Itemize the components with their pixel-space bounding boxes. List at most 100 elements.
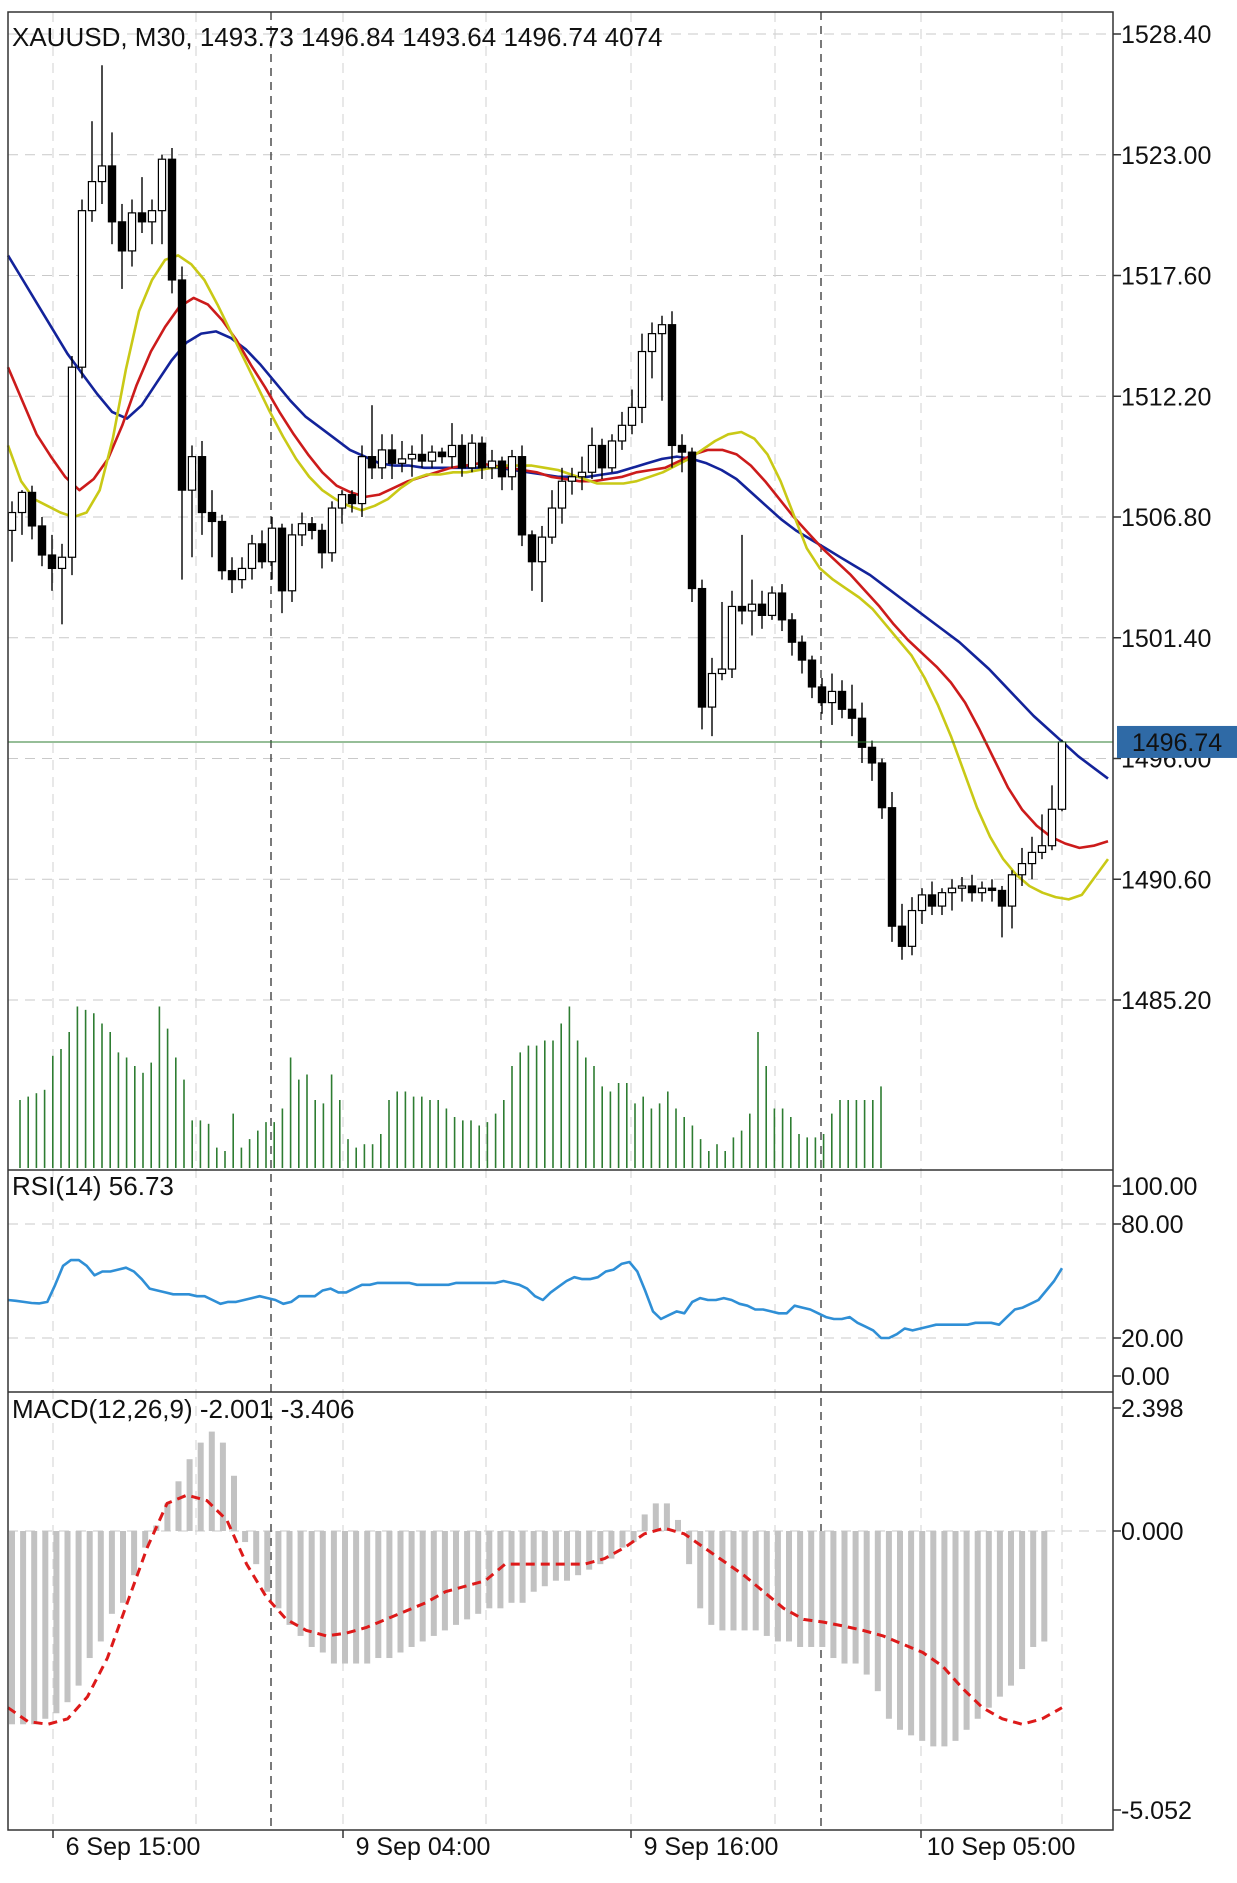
macd-histogram-bar (530, 1531, 537, 1592)
macd-histogram-bar (408, 1531, 415, 1647)
time-tick-label: 9 Sep 16:00 (644, 1833, 779, 1861)
candle-body (957, 885, 967, 889)
macd-histogram-bar (386, 1531, 393, 1659)
macd-histogram-bar (874, 1531, 881, 1692)
macd-histogram-bar (641, 1514, 648, 1531)
macd-histogram-bar (253, 1531, 260, 1565)
macd-histogram-bar (108, 1531, 115, 1614)
macd-histogram-bar (20, 1531, 27, 1725)
candle-body (617, 424, 627, 442)
macd-histogram-bar (319, 1531, 326, 1653)
macd-histogram-bar (219, 1442, 226, 1531)
price-tick-label: 1523.00 (1121, 142, 1211, 170)
macd-histogram-bar (330, 1531, 337, 1664)
candle-body (367, 456, 377, 469)
macd-histogram-bar (985, 1531, 992, 1708)
candle-body (447, 444, 457, 458)
macd-histogram-bar (852, 1531, 859, 1664)
candle-body (277, 527, 287, 592)
candle-body (777, 592, 787, 621)
candle-body (1017, 862, 1027, 876)
candle-body (207, 511, 217, 523)
candle-body (837, 690, 847, 710)
candle-body (297, 523, 307, 536)
macd-histogram-bar (697, 1531, 704, 1609)
macd-histogram-bar (430, 1531, 437, 1636)
rsi-panel-title: RSI(14) 56.73 (12, 1171, 174, 1201)
volume-bars (19, 1006, 882, 1168)
candle-body (127, 212, 137, 252)
candle-body (647, 333, 657, 353)
candle-body (227, 570, 237, 581)
candle-body (397, 458, 407, 464)
current-price-label: 1496.74 (1132, 729, 1222, 757)
macd-histogram-bar (564, 1531, 570, 1581)
candle-body (687, 451, 697, 590)
macd-histogram-bar (908, 1531, 915, 1736)
candle-body (97, 165, 107, 183)
macd-histogram-bar (541, 1531, 548, 1587)
macd-histogram-bar (175, 1481, 182, 1531)
macd-histogram-bar (552, 1531, 559, 1581)
candle-body (7, 511, 17, 532)
candle-body (197, 456, 207, 514)
macd-histogram-bar (730, 1531, 737, 1631)
candle-body (347, 494, 357, 505)
candle-body (797, 641, 807, 661)
candle-body (587, 444, 597, 473)
candle-body (457, 444, 467, 469)
candle-body (717, 668, 727, 675)
macd-histogram-bar (608, 1531, 615, 1559)
rsi-tick-label: 80.00 (1121, 1211, 1184, 1239)
candle-body (247, 543, 257, 570)
macd-histogram-bar (419, 1531, 426, 1642)
candle-body (897, 925, 907, 947)
macd-histogram-bar (508, 1531, 515, 1603)
macd-histogram-bar (575, 1531, 582, 1576)
rsi-tick-label: 100.00 (1121, 1173, 1197, 1201)
candle-body (487, 460, 497, 469)
candlesticks (7, 65, 1067, 960)
candle-body (807, 659, 817, 688)
candle-body (67, 366, 77, 558)
macd-histogram-bar (31, 1531, 38, 1725)
ma-medium-line (6, 296, 1109, 850)
price-tick-label: 1517.60 (1121, 263, 1211, 291)
macd-histogram-bar (275, 1531, 282, 1609)
panel-frames (7, 11, 1114, 1831)
candle-body (767, 592, 777, 616)
candle-body (77, 210, 87, 368)
macd-histogram-bar (164, 1503, 171, 1531)
candle-body (137, 212, 147, 223)
price-tick-label: 1506.80 (1121, 504, 1211, 532)
price-tick-label: 1512.20 (1121, 383, 1211, 411)
candle-body (1057, 741, 1067, 810)
candle-body (317, 529, 327, 554)
macd-histogram-bar (231, 1475, 237, 1531)
macd-histogram-bar (142, 1531, 149, 1548)
candle-body (677, 444, 687, 453)
macd-histogram-bar (597, 1531, 604, 1565)
candle-body (847, 708, 857, 719)
candle-body (567, 476, 577, 482)
macd-histogram-bar (830, 1531, 837, 1659)
candle-body (327, 507, 337, 554)
candle-body (827, 690, 837, 704)
candle-body (467, 442, 477, 469)
candle-body (877, 762, 887, 809)
macd-histogram-bar (453, 1531, 459, 1625)
macd-histogram-bar (186, 1459, 193, 1531)
macd-histogram-bar (264, 1531, 271, 1592)
macd-histogram-bar (797, 1531, 804, 1647)
candle-body (597, 444, 607, 469)
macd-histogram-bar (297, 1531, 304, 1636)
candle-body (1037, 845, 1047, 854)
candle-body (107, 165, 117, 223)
macd-histogram-bar (208, 1431, 215, 1531)
macd-histogram-bar (686, 1531, 693, 1565)
macd-histogram-bar (897, 1531, 903, 1730)
moving-averages (6, 254, 1110, 901)
price-panel-title: XAUUSD, M30, 1493.73 1496.84 1493.64 149… (12, 22, 663, 52)
price-axis: 1528.40 1523.00 1517.60 1512.20 1506.80 1501.… (52, 21, 1211, 1861)
